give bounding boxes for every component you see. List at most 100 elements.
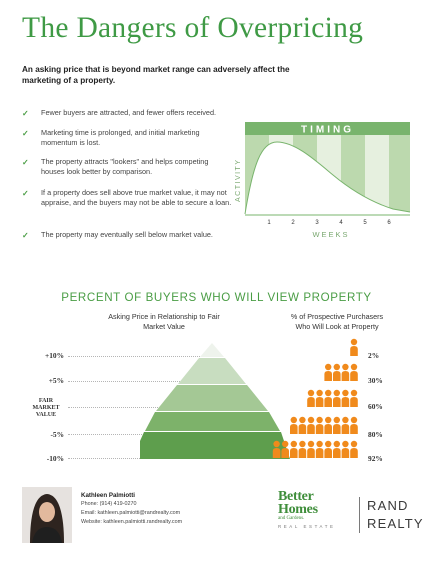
person-icon [324,363,332,381]
person-icon [315,389,324,407]
person-head [350,338,358,346]
person-head [342,363,349,371]
timing-tick: 3 [315,220,319,226]
person-icon [333,440,341,458]
buyers-percent: 92% [368,454,383,463]
check-icon: ✓ [22,109,29,118]
pyramid-tier [178,358,246,384]
person-head [307,389,315,397]
guide-line [68,381,188,382]
person-icon [350,416,358,434]
timing-title: TIMING [301,125,354,136]
person-head [273,440,280,448]
left-column-header: Asking Price in Relationship to Fair Mar… [108,312,220,331]
person-body [298,448,307,458]
person-body [350,448,358,458]
person-head [350,363,358,371]
agent-website[interactable]: Website: kathleen.palmiotti.randrealty.c… [81,519,183,525]
price-pyramid [140,343,290,459]
buyers-percent: 30% [368,376,383,385]
person-body [307,397,315,407]
rand-realty-logo: RAND REALTY [367,497,424,533]
check-icon: ✓ [22,158,29,167]
timing-chart: TIMING ACTIVITY 1 2 3 4 5 6 WEEKS [235,122,411,239]
agent-phone: Phone: (914) 419-0270 [81,501,137,507]
people-row [307,389,358,407]
person-head [290,416,297,424]
person-body [341,397,350,407]
bullet-item: ✓ The property may eventually sell below… [22,230,232,240]
price-level-label: +5% [48,376,64,385]
agent-email[interactable]: Email: kathleen.palmiotti@randrealty.com [81,510,181,516]
person-icon [350,338,358,356]
person-body [350,424,358,434]
person-body [307,424,315,434]
people-row [324,363,358,381]
pyramid-tier [156,385,268,411]
person-body [333,397,341,407]
person-head [325,440,332,448]
bullet-text: The property attracts "lookers" and help… [41,157,209,177]
price-level-label: -10% [46,454,64,463]
check-icon: ✓ [22,129,29,138]
buyers-people-chart [272,338,358,458]
person-head [342,440,349,448]
person-body [315,397,324,407]
person-head [333,363,340,371]
check-icon: ✓ [22,189,29,198]
person-icon [307,440,315,458]
timing-tick: 2 [291,220,295,226]
pyramid-tier [200,343,224,357]
person-body [341,448,350,458]
person-body [333,448,341,458]
person-body [290,424,298,434]
person-head [316,440,323,448]
person-icon [324,389,332,407]
person-icon [324,440,332,458]
agent-name: Kathleen Palmiotti [81,492,135,499]
person-body [333,371,341,381]
person-body [341,424,350,434]
person-body [307,448,315,458]
people-row [272,440,358,458]
person-body [350,371,358,381]
person-icon [298,440,307,458]
bullet-item: ✓ Fewer buyers are attracted, and fewer … [22,108,232,118]
bullet-text: If a property does sell above true marke… [41,188,232,208]
person-head [342,416,349,424]
logo-divider [359,497,360,533]
person-head [333,389,340,397]
person-head [333,440,340,448]
timing-tick: 6 [387,220,391,226]
person-icon [350,389,358,407]
bh-logo-real-estate: REAL ESTATE [278,524,336,529]
rand-logo-line2: REALTY [367,516,424,531]
person-icon [350,440,358,458]
person-icon [324,416,332,434]
person-head [325,363,332,371]
person-icon [281,440,289,458]
person-body [281,448,289,458]
bh-logo-sub: and Gardens. [278,516,305,521]
person-body [298,424,307,434]
guide-line [68,434,148,435]
person-head [316,389,323,397]
buyers-percent: 60% [368,402,383,411]
person-head [325,416,332,424]
people-row [350,338,358,356]
bullet-item: ✓ If a property does sell above true mar… [22,188,232,209]
person-icon [298,416,307,434]
timing-tick: 4 [339,220,343,226]
person-head [316,416,323,424]
timing-title-bar [245,122,410,135]
guide-line [68,458,140,459]
bh-logo-line1: Better [278,489,314,504]
price-level-label: +10% [45,351,64,360]
person-body [341,371,350,381]
person-body [324,397,332,407]
person-head [307,416,315,424]
person-body [290,448,298,458]
person-head [282,440,289,448]
buyers-percent: 80% [368,430,383,439]
person-head [299,416,306,424]
